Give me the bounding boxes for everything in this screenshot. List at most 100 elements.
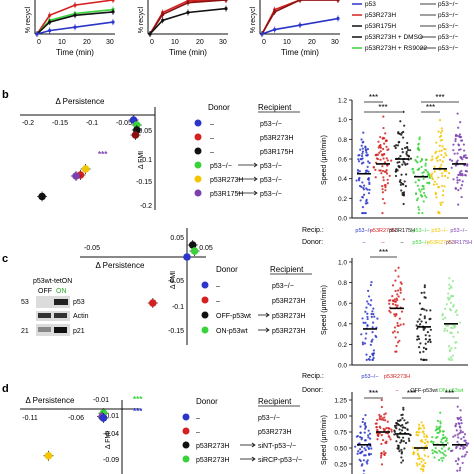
speed-dot	[364, 426, 367, 429]
speed-dot	[395, 421, 398, 425]
speed-dot	[412, 451, 416, 454]
speed-dot	[390, 428, 393, 431]
speed-dot	[366, 300, 369, 303]
speed-dot	[451, 279, 455, 283]
speed-dot	[423, 448, 426, 452]
speed-dot	[438, 144, 441, 147]
b-legend-donor-header: Donor	[208, 103, 230, 112]
speed-dot	[382, 126, 385, 130]
speed-dot	[416, 147, 419, 150]
speed-dot	[448, 287, 451, 290]
speed-dot	[360, 154, 364, 158]
speed-dot	[462, 436, 465, 439]
speed-dot	[456, 181, 459, 184]
a-series-line	[36, 21, 114, 35]
speed-dot	[367, 170, 370, 173]
speed-dot	[427, 455, 430, 458]
speed-dot	[379, 145, 382, 148]
speed-dot	[384, 189, 387, 192]
speed-dot	[374, 154, 378, 157]
speed-dot	[362, 188, 365, 191]
speed-dot	[456, 313, 459, 317]
a1-lines	[35, 0, 115, 37]
speed-dot	[456, 134, 459, 137]
speed-dot	[444, 454, 447, 457]
speed-dot	[401, 192, 404, 195]
speed-dot	[457, 143, 460, 146]
speed-dot	[426, 170, 429, 174]
speed-ytick-label: 0.4	[338, 176, 347, 183]
speed-dot	[372, 166, 375, 169]
speed-dot	[365, 353, 368, 356]
speed-dot	[419, 190, 422, 193]
speed-dot	[424, 158, 428, 161]
c-legend-donor-header: Donor	[216, 265, 238, 274]
b-donor-label: Donor:	[302, 239, 323, 246]
speed-dot	[378, 413, 381, 417]
speed-dot	[385, 427, 388, 430]
speed-dot	[367, 436, 370, 439]
donor-category: –	[381, 240, 385, 246]
speed-dot	[393, 145, 396, 148]
speed-dot	[371, 358, 374, 361]
scatter-point	[44, 452, 53, 460]
speed-dot	[400, 131, 404, 134]
speed-dot	[451, 354, 454, 357]
speed-dot	[362, 459, 365, 462]
speed-dot	[456, 112, 459, 115]
speed-dot	[357, 158, 360, 161]
speed-dot	[383, 142, 386, 145]
speed-dot	[404, 185, 407, 188]
d-xaxis-title: Δ Persistence	[26, 396, 75, 405]
speed-dot	[446, 324, 450, 327]
legend-dot	[201, 281, 209, 289]
speed-dot	[398, 339, 401, 342]
speed-dot	[368, 358, 371, 361]
speed-dot	[399, 424, 402, 427]
legend-recipient: p53−/−	[272, 283, 294, 290]
a-point	[111, 10, 115, 14]
speed-dot	[359, 459, 362, 463]
speed-dot	[364, 202, 367, 205]
speed-dot	[435, 436, 438, 439]
legend-arrowhead	[251, 442, 256, 448]
recip-category: p53−/−	[431, 228, 448, 234]
speed-dot	[400, 310, 404, 313]
speed-dot	[362, 469, 366, 472]
speed-dot	[399, 120, 402, 123]
speed-dot	[421, 211, 424, 215]
sig-stars: ***	[369, 389, 378, 398]
speed-dot	[378, 151, 381, 154]
speed-dot	[452, 435, 455, 438]
speed-dot	[404, 441, 408, 445]
speed-dot	[441, 145, 444, 148]
speed-dot	[364, 169, 368, 172]
speed-dot	[458, 422, 461, 425]
speed-dot	[395, 440, 398, 443]
a-point	[73, 13, 77, 17]
speed-dot	[401, 163, 404, 166]
speed-dot	[437, 130, 440, 133]
speed-dot	[363, 454, 366, 457]
speed-dot	[461, 172, 464, 175]
speed-dot	[454, 187, 458, 190]
speed-dot	[439, 425, 442, 428]
speed-dot	[380, 433, 383, 437]
c-recip-label: Recip.:	[302, 373, 324, 380]
speed-dot	[392, 300, 395, 303]
speed-dot	[445, 170, 448, 173]
speed-dot	[368, 432, 372, 435]
speed-dot	[361, 343, 365, 346]
legend-donor: –	[210, 135, 214, 142]
speed-dot	[364, 321, 367, 324]
speed-dot	[397, 295, 400, 298]
speed-dot	[452, 294, 455, 298]
speed-dot	[442, 430, 445, 433]
d-significance: *** *** ***	[364, 389, 459, 399]
speed-dot	[366, 312, 369, 315]
speed-dot	[429, 340, 432, 344]
speed-dot	[372, 356, 375, 360]
legend-dot	[194, 147, 202, 155]
speed-dot	[421, 440, 424, 444]
